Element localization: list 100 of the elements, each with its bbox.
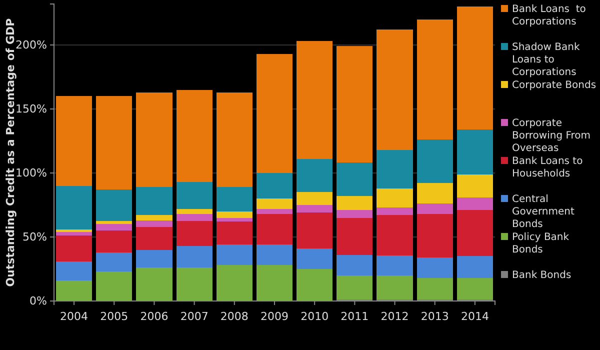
- legend-label: Corporate Borrowing From Overseas: [512, 118, 591, 154]
- y-tick-label: 50%: [22, 230, 47, 244]
- bar: [56, 261, 92, 281]
- x-tick-label: 2005: [100, 310, 128, 324]
- y-tick-label: 0%: [30, 294, 47, 308]
- bar: [216, 265, 252, 301]
- bar: [376, 208, 413, 216]
- bar: [176, 182, 212, 209]
- x-tick-label: 2009: [260, 310, 288, 324]
- bar: [136, 226, 172, 250]
- bar: [416, 214, 453, 258]
- bar: [56, 232, 92, 236]
- y-tick-label: 100%: [16, 166, 47, 180]
- bar: [96, 224, 132, 231]
- bar: [96, 190, 132, 221]
- bar: [376, 30, 413, 150]
- bar: [56, 229, 92, 232]
- bar: [216, 92, 252, 188]
- bar: [416, 257, 453, 278]
- bar: [176, 220, 212, 246]
- bar: [456, 174, 493, 198]
- bar: [56, 280, 92, 301]
- x-tick-label: 2013: [420, 310, 449, 324]
- x-tick-label: 2010: [300, 310, 329, 324]
- bar: [136, 268, 172, 301]
- bar: [256, 172, 293, 199]
- bar: [336, 275, 373, 300]
- bar: [456, 278, 493, 300]
- bar: [376, 150, 413, 188]
- legend-label: Bank Loans to Households: [512, 156, 583, 180]
- bar: [336, 162, 373, 196]
- bar: [56, 186, 92, 230]
- legend-label: Corporate Bonds: [512, 80, 596, 91]
- bar: [296, 192, 333, 205]
- bar: [336, 210, 373, 218]
- bar: [376, 188, 413, 208]
- bar: [216, 187, 252, 212]
- bar: [376, 256, 413, 276]
- x-tick-label: 2014: [460, 310, 489, 324]
- bar: [376, 275, 413, 300]
- bar: [56, 236, 92, 262]
- bar: [96, 96, 132, 190]
- bar: [136, 92, 172, 188]
- bar: [456, 6, 493, 130]
- x-tick-label: 2011: [340, 310, 369, 324]
- bar: [216, 218, 252, 222]
- bar: [256, 244, 293, 266]
- bar: [176, 246, 212, 268]
- bar: [136, 250, 172, 268]
- bar: [456, 197, 493, 210]
- x-tick-label: 2007: [180, 310, 208, 324]
- bar: [256, 54, 293, 173]
- legend-label: Bank Bonds: [512, 270, 572, 281]
- bar: [416, 278, 453, 300]
- bar: [176, 214, 212, 221]
- bar: [336, 254, 373, 276]
- bar: [136, 220, 172, 227]
- bar: [176, 268, 212, 301]
- bar: [336, 196, 373, 210]
- bar: [376, 215, 413, 256]
- bar: [256, 214, 293, 245]
- bar: [416, 204, 453, 214]
- bar: [456, 129, 493, 174]
- bar: [256, 198, 293, 209]
- bar: [96, 272, 132, 301]
- bar: [96, 230, 132, 252]
- bar: [336, 218, 373, 255]
- x-tick-label: 2006: [140, 310, 168, 324]
- bar: [176, 90, 212, 182]
- x-tick-label: 2004: [60, 310, 88, 324]
- bar: [296, 41, 333, 159]
- bar: [296, 212, 333, 249]
- legend-label: Bank Loans to Corporations: [512, 4, 586, 28]
- bar: [456, 210, 493, 256]
- y-tick-label: 150%: [16, 102, 47, 116]
- bar: [296, 248, 333, 269]
- y-tick-label: 200%: [16, 38, 47, 52]
- y-axis-title: Outstanding Credit as a Percentage of GDP: [4, 18, 17, 287]
- bar: [56, 96, 92, 186]
- bar: [216, 244, 252, 266]
- bar: [416, 19, 453, 140]
- bar: [216, 222, 252, 245]
- bar: [256, 208, 293, 214]
- bar: [296, 204, 333, 213]
- x-tick-label: 2008: [220, 310, 248, 324]
- bar: [416, 183, 453, 204]
- bar: [296, 268, 333, 301]
- x-tick-label: 2012: [380, 310, 409, 324]
- bar: [216, 211, 252, 218]
- legend-label: Policy Bank Bonds: [512, 232, 570, 256]
- legend-label: Central Government Bonds: [512, 194, 574, 230]
- bar: [256, 265, 293, 301]
- bar: [96, 252, 132, 272]
- bar: [176, 208, 212, 214]
- legend-label: Shadow Bank Loans to Corporations: [512, 42, 580, 78]
- bar: [456, 256, 493, 278]
- bar: [416, 140, 453, 184]
- bar: [136, 215, 172, 220]
- bar: [296, 158, 333, 192]
- bar: [336, 46, 373, 163]
